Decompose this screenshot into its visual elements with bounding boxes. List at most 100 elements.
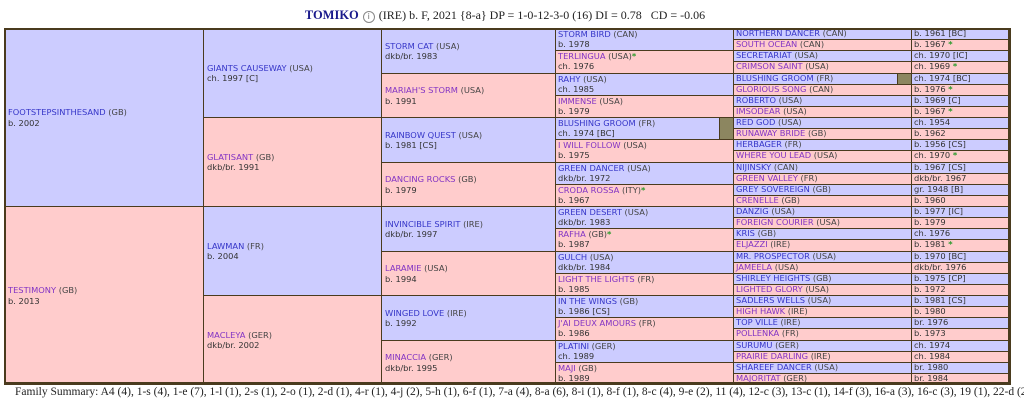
horse-link[interactable]: GLATISANT xyxy=(207,151,254,162)
horse-link[interactable]: POLLENKA xyxy=(736,328,780,338)
horse-link[interactable]: MAJORITAT xyxy=(736,373,781,383)
horse-link[interactable]: GREEN DANCER xyxy=(558,163,625,173)
horse-info: dkb/br. 1997 xyxy=(385,229,438,239)
horse-link[interactable]: STORM BIRD xyxy=(558,29,611,39)
horse-link[interactable]: INVINCIBLE SPIRIT xyxy=(385,218,461,229)
horse-link[interactable]: TESTIMONY xyxy=(8,285,57,295)
country-code: (USA) xyxy=(599,96,624,106)
horse-link[interactable]: HIGH HAWK xyxy=(736,306,786,316)
horse-link[interactable]: CRODA ROSSA xyxy=(558,185,620,195)
country-code: (IRE) xyxy=(810,351,831,361)
ancestor-gen5-info: br. 1984 xyxy=(911,373,1011,385)
horse-link[interactable]: CRIMSON SAINT xyxy=(736,61,803,71)
horse-info: b. 1979 xyxy=(914,217,946,227)
horse-link[interactable]: WINGED LOVE xyxy=(385,307,445,318)
horse-link[interactable]: TERLINGUA xyxy=(558,51,606,61)
horse-info: ch. 1974 [BC] xyxy=(558,128,615,139)
ancestor-gen5-info: b. 1967 * xyxy=(911,39,1011,51)
horse-link[interactable]: FOREIGN COURIER xyxy=(736,217,814,227)
country-code: (GB) xyxy=(108,107,127,117)
horse-link[interactable]: ELJAZZI xyxy=(736,239,768,249)
horse-name-line: J'AI DEUX AMOURS (FR) xyxy=(558,318,733,328)
country-code: (IRE) xyxy=(463,218,483,229)
ancestor-gen5: MAJORITAT (GER) xyxy=(733,373,912,385)
horse-link[interactable]: RAHY xyxy=(558,74,581,84)
horse-link[interactable]: ROBERTO xyxy=(736,95,776,105)
horse-link[interactable]: TOP VILLE xyxy=(736,317,778,327)
horse-link[interactable]: SADLERS WELLS xyxy=(736,295,805,305)
horse-link[interactable]: HERBAGER xyxy=(736,139,782,149)
horse-info: b. 1967 xyxy=(914,106,946,116)
horse-link[interactable]: GREY SOVEREIGN xyxy=(736,184,810,194)
horse-info: b. 1969 [C] xyxy=(914,95,961,105)
horse-link[interactable]: IN THE WINGS xyxy=(558,296,618,306)
horse-link[interactable]: GREEN VALLEY xyxy=(736,173,798,183)
country-code: (GB) xyxy=(812,184,832,194)
horse-link[interactable]: RED GOD xyxy=(736,117,776,127)
horse-info: b. 1981 xyxy=(914,239,946,249)
horse-link[interactable]: IMMENSE xyxy=(558,96,597,106)
horse-link[interactable]: CRENELLE xyxy=(736,195,779,205)
horse-link[interactable]: RAFHA xyxy=(558,229,586,239)
horse-link[interactable]: SHAREEF DANCER xyxy=(736,362,812,372)
horse-link[interactable]: PRAIRIE DARLING xyxy=(736,351,809,361)
horse-link[interactable]: WHERE YOU LEAD xyxy=(736,150,812,160)
country-code: (USA) xyxy=(807,295,832,305)
horse-link[interactable]: I WILL FOLLOW xyxy=(558,140,621,150)
horse-link[interactable]: DANCING ROCKS xyxy=(385,174,456,184)
horse-link[interactable]: RAINBOW QUEST xyxy=(385,129,456,140)
country-code: (USA) xyxy=(458,129,483,140)
horse-link[interactable]: SOUTH OCEAN xyxy=(736,39,798,49)
info-icon[interactable]: i xyxy=(362,11,375,23)
horse-link[interactable]: MINACCIA xyxy=(385,352,427,362)
horse-name-line: GIANTS CAUSEWAY (USA) xyxy=(207,63,381,74)
horse-link[interactable]: GREEN DESERT xyxy=(558,207,622,217)
horse-link[interactable]: LAWMAN xyxy=(207,240,245,251)
horse-link[interactable]: SURUMU xyxy=(736,340,773,350)
horse-link[interactable]: NORTHERN DANCER xyxy=(736,28,820,38)
horse-name-line: GREEN DESERT (USA) xyxy=(558,207,733,217)
star-icon: * xyxy=(631,51,637,61)
horse-info: ch. 1985 xyxy=(558,84,595,95)
horse-link[interactable]: RUNAWAY BRIDE xyxy=(736,128,806,138)
horse-link[interactable]: MR. PROSPECTOR xyxy=(736,251,810,261)
horse-link[interactable]: LARAMIE xyxy=(385,263,422,273)
horse-name-line: GREEN DANCER (USA) xyxy=(558,163,733,173)
horse-link[interactable]: PLATINI xyxy=(558,341,590,351)
ancestor-gen3: WINGED LOVE (IRE) b. 1992 xyxy=(381,295,556,341)
horse-link[interactable]: GLORIOUS SONG xyxy=(736,84,807,94)
horse-link[interactable]: MACLEYA xyxy=(207,329,246,340)
country-code: (FR) xyxy=(637,274,655,284)
horse-link[interactable]: SHIRLEY HEIGHTS xyxy=(736,273,811,283)
horse-info: ch. 1989 xyxy=(558,351,595,362)
horse-link[interactable]: BLUSHING GROOM xyxy=(558,118,636,128)
horse-link[interactable]: DANZIG xyxy=(736,206,769,216)
star-icon: * xyxy=(952,150,958,160)
horse-info: b. 1970 [BC] xyxy=(914,251,967,261)
horse-link[interactable]: JAMEELA xyxy=(736,262,773,272)
horse-link[interactable]: STORM CAT xyxy=(385,40,434,51)
ancestor-gen3: STORM CAT (USA) dkb/br. 1983 xyxy=(381,28,556,74)
horse-link[interactable]: LIGHTED GLORY xyxy=(736,284,803,294)
horse-link[interactable]: MAJI xyxy=(558,363,576,373)
horse-link[interactable]: GULCH xyxy=(558,252,588,262)
horse-link[interactable]: FOOTSTEPSINTHESAND xyxy=(8,107,106,117)
horse-link[interactable]: SECRETARIAT xyxy=(736,50,792,60)
horse-link[interactable]: KRIS xyxy=(736,228,755,238)
country-code: (CAN) xyxy=(799,39,825,49)
horse-link[interactable]: MARIAH'S STORM xyxy=(385,85,458,95)
horse-link[interactable]: GIANTS CAUSEWAY xyxy=(207,62,287,73)
horse-link[interactable]: BLUSHING GROOM xyxy=(736,73,814,83)
horse-info: b. 1967 [CS] xyxy=(914,162,966,172)
horse-link[interactable]: NIJINSKY xyxy=(736,162,772,172)
horse-info: b. 1973 xyxy=(914,328,946,338)
country-code: (GER) xyxy=(775,340,799,350)
horse-link[interactable]: IMSODEAR xyxy=(736,106,781,116)
horse-link[interactable]: J'AI DEUX AMOURS xyxy=(558,318,636,328)
horse-info: ch. 1984 xyxy=(914,351,951,361)
country-code: (USA) xyxy=(424,263,448,273)
horse-info: br. 1984 xyxy=(914,373,949,383)
horse-link[interactable]: LIGHT THE LIGHTS xyxy=(558,274,635,284)
horse-info: b. 1981 [CS] xyxy=(385,140,437,150)
horse-name[interactable]: TOMIKO xyxy=(304,8,359,22)
